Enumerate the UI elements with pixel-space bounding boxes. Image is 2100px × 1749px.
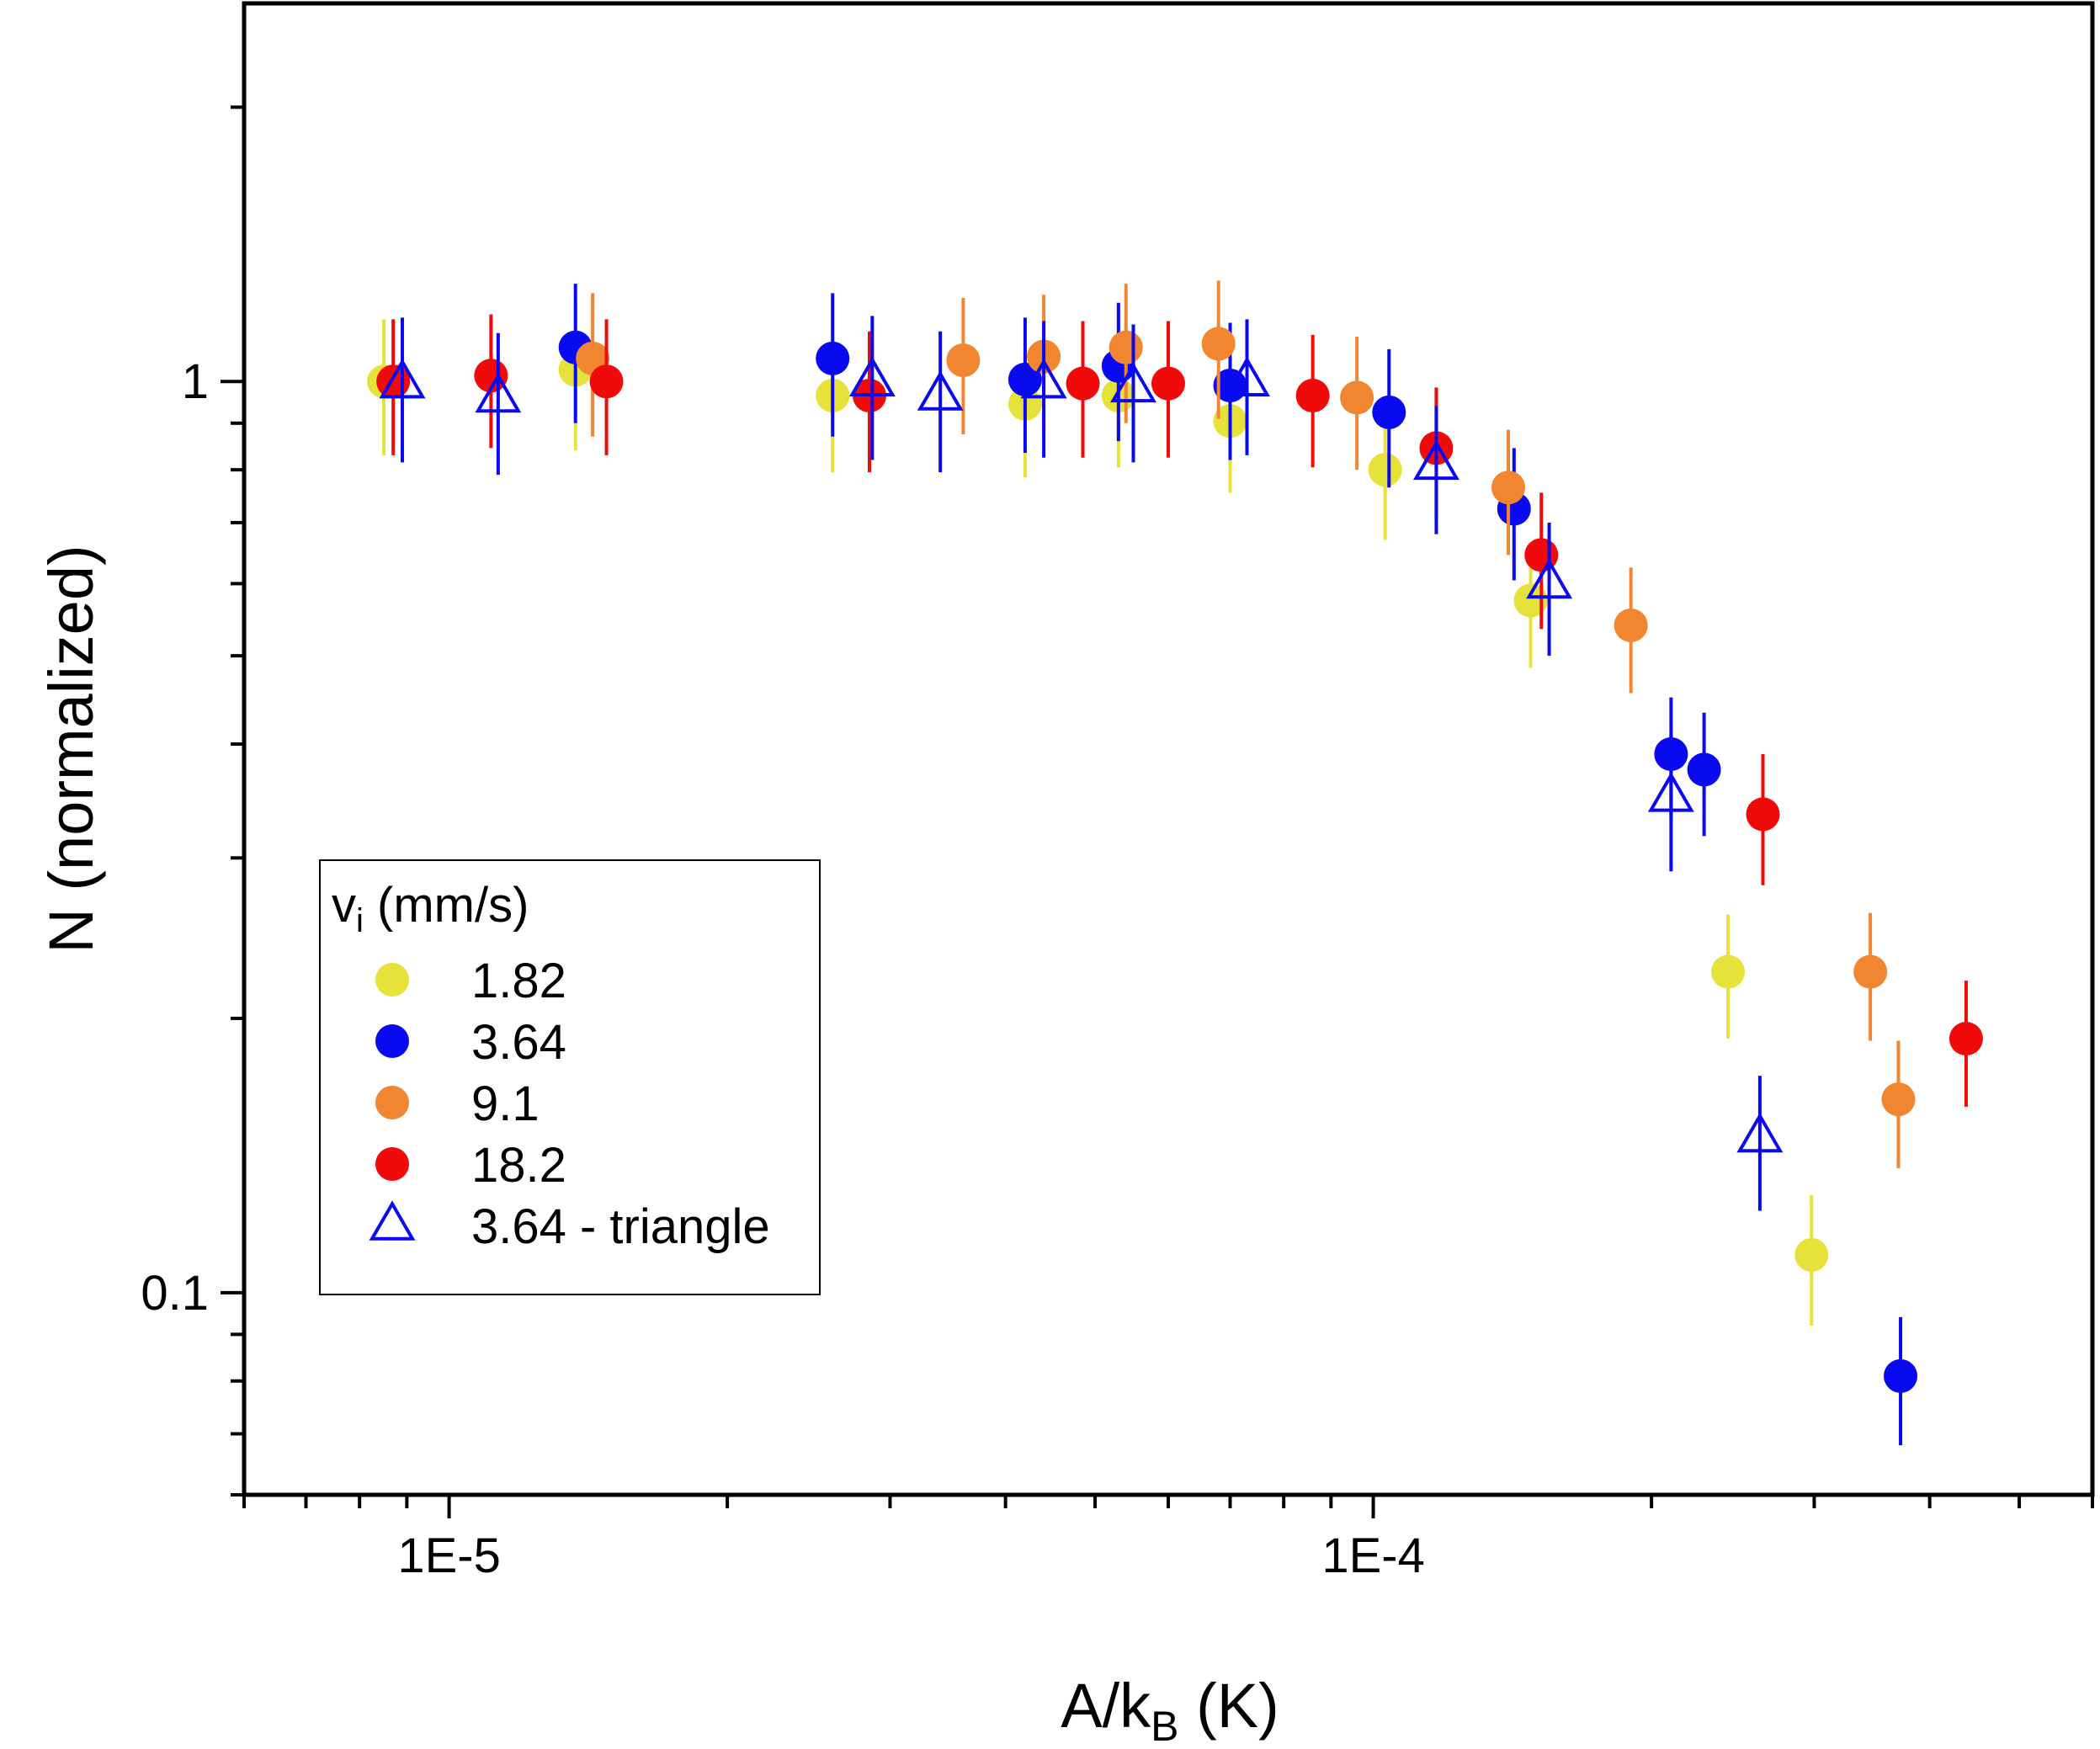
data-point-triangle [1736, 1112, 1784, 1153]
data-point [946, 343, 981, 378]
data-point [1853, 954, 1888, 989]
data-point [1513, 583, 1548, 618]
data-point [1711, 954, 1746, 989]
y-tick-label: 0.1 [141, 1266, 209, 1321]
legend-label: 9.1 [471, 1077, 540, 1131]
data-point [1881, 1082, 1916, 1117]
data-point-triangle [1412, 439, 1459, 481]
legend-marker-triangle [369, 1200, 416, 1241]
series-3-64-triangle [379, 316, 1784, 1211]
data-point-triangle [1224, 356, 1270, 397]
data-point [1007, 362, 1042, 396]
legend-marker [375, 1086, 409, 1119]
data-point [1884, 1358, 1918, 1393]
legend-marker [375, 963, 409, 997]
data-point [1066, 366, 1100, 401]
data-point [1948, 1022, 1983, 1056]
data-point [1491, 470, 1526, 505]
data-point-triangle [1020, 358, 1067, 399]
data-point [1746, 797, 1780, 832]
legend-marker [375, 1024, 409, 1058]
data-point [1794, 1238, 1829, 1273]
series-9-1 [576, 280, 1916, 1168]
data-point-triangle [848, 356, 896, 397]
plot-area [367, 280, 1983, 1446]
axis-ticks: 1E-5 1E-4 0.1 1 [141, 105, 2094, 1583]
legend-title: vi (mm/s) [332, 878, 529, 939]
data-point [1614, 608, 1648, 642]
data-point [1201, 327, 1236, 361]
x-axis-title: A/kB (K) [1061, 1671, 1279, 1749]
data-point [816, 341, 850, 375]
legend-label: 3.64 - triangle [471, 1199, 770, 1254]
legend-label: 1.82 [471, 954, 566, 1008]
data-point [1340, 380, 1374, 415]
data-point [1295, 378, 1330, 412]
data-point-triangle [1647, 772, 1694, 812]
data-point-triangle [917, 370, 964, 411]
data-point [1372, 395, 1406, 429]
data-point [1368, 453, 1402, 487]
x-axis-title-subscript: B [1151, 1703, 1178, 1749]
data-point-triangle [379, 358, 426, 399]
data-point [1151, 366, 1185, 401]
data-point [589, 364, 624, 399]
legend: vi (mm/s) 1.82 3.64 9.1 18.2 3.64 - triangle [319, 859, 821, 1295]
x-tick-label: 1E-4 [1321, 1528, 1425, 1583]
data-point-triangle [1526, 558, 1573, 599]
y-tick-label: 1 [182, 354, 209, 409]
y-axis-title: N (normalized) [36, 545, 106, 953]
data-point-triangle [475, 372, 522, 413]
data-point-triangle [1110, 362, 1156, 403]
legend-marker [375, 1147, 409, 1181]
x-tick-label: 1E-5 [397, 1528, 501, 1583]
data-point [1108, 330, 1143, 364]
legend-label: 3.64 [471, 1015, 566, 1070]
legend-label: 18.2 [471, 1138, 566, 1193]
data-point [1687, 752, 1721, 787]
